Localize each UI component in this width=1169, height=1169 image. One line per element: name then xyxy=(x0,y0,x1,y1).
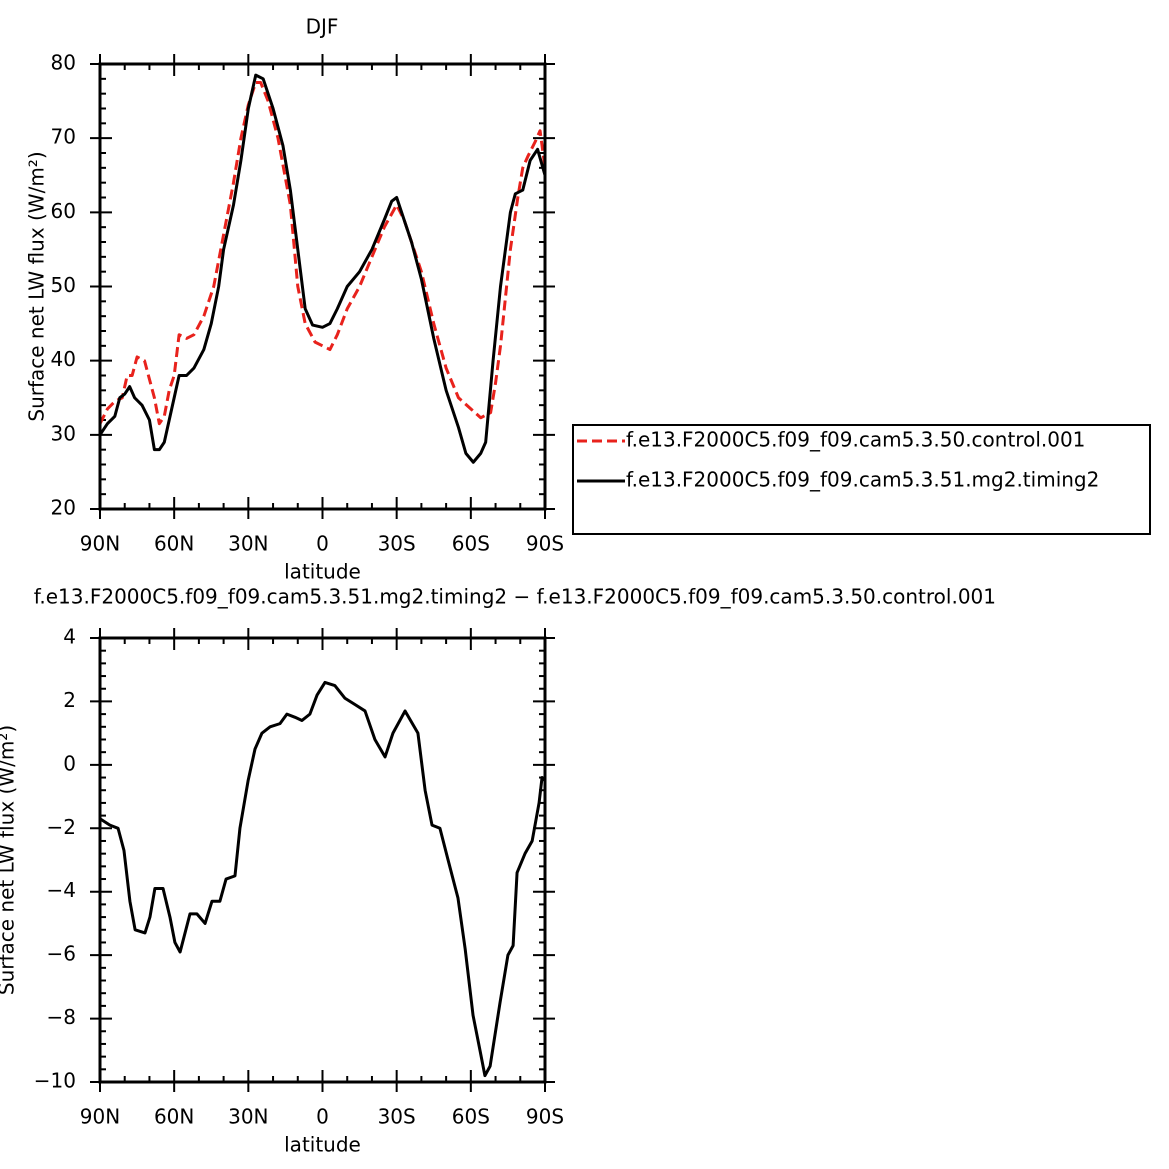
y-tick-label: 70 xyxy=(51,125,76,149)
plot-frame xyxy=(98,62,547,511)
y-tick-label: −8 xyxy=(47,1005,76,1029)
data-line xyxy=(98,81,547,426)
x-tick-label: 90N xyxy=(80,532,120,556)
x-tick-label: 0 xyxy=(316,532,329,556)
x-tick-label: 90S xyxy=(526,532,564,556)
y-tick-label: −2 xyxy=(47,815,76,839)
legend-box xyxy=(572,424,1151,535)
data-line xyxy=(99,680,547,1078)
y-tick-label: 30 xyxy=(51,421,76,445)
x-tick-label: 60N xyxy=(154,532,194,556)
x-tick-label: 30S xyxy=(378,532,416,556)
x-axis-label: latitude xyxy=(284,1133,361,1157)
y-axis-label: Surface net LW flux (W/m²) xyxy=(0,725,19,995)
y-tick-label: −6 xyxy=(47,942,76,966)
y-tick-label: 0 xyxy=(63,751,76,775)
x-tick-label: 90S xyxy=(526,1105,564,1129)
x-tick-label: 30N xyxy=(228,1105,268,1129)
y-tick-label: −10 xyxy=(34,1069,76,1093)
x-tick-label: 60N xyxy=(154,1105,194,1129)
legend-label: f.e13.F2000C5.f09_f09.cam5.3.51.mg2.timi… xyxy=(626,468,1099,492)
y-tick-label: 20 xyxy=(51,496,76,520)
x-tick-label: 60S xyxy=(452,532,490,556)
y-tick-label: 50 xyxy=(51,273,76,297)
x-tick-label: 30S xyxy=(378,1105,416,1129)
y-tick-label: 40 xyxy=(51,347,76,371)
y-axis-label: Surface net LW flux (W/m²) xyxy=(25,151,49,421)
x-tick-label: 0 xyxy=(316,1105,329,1129)
x-axis-label: latitude xyxy=(284,560,361,584)
y-tick-label: 4 xyxy=(63,625,76,649)
y-tick-label: 60 xyxy=(51,199,76,223)
plot-frame xyxy=(98,636,547,1084)
y-tick-label: 2 xyxy=(63,688,76,712)
y-tick-label: −4 xyxy=(47,878,76,902)
chart-title: f.e13.F2000C5.f09_f09.cam5.3.51.mg2.timi… xyxy=(34,585,996,609)
x-tick-label: 30N xyxy=(228,532,268,556)
x-tick-label: 60S xyxy=(452,1105,490,1129)
data-line xyxy=(98,73,547,464)
x-tick-label: 90N xyxy=(80,1105,120,1129)
legend-label: f.e13.F2000C5.f09_f09.cam5.3.50.control.… xyxy=(626,428,1085,452)
chart-title: DJF xyxy=(306,15,339,39)
y-tick-label: 80 xyxy=(51,51,76,75)
